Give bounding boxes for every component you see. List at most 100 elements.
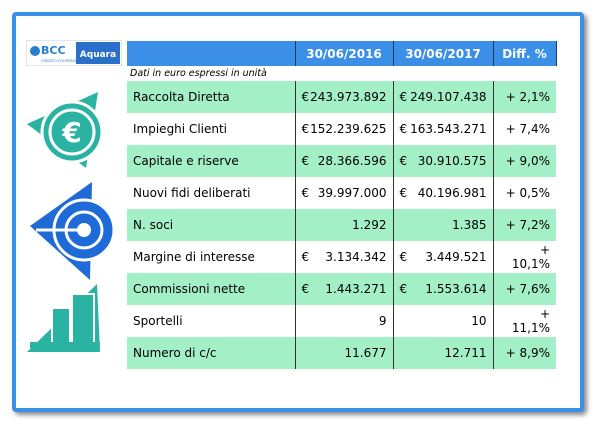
cell-content: 1.292 [302,218,387,232]
value-cell: €249.107.438 [392,81,493,113]
diff: + 10,1% [492,241,556,273]
cell-content: €30.910.575 [400,154,487,168]
table-row: Margine di interesse €3.134.342 €3.449.521… [127,241,556,273]
logo: BCC CREDITO COOPERATIVO Aquara [26,40,122,66]
value-cell: 12.711 [392,337,493,369]
value-cell: 1.385 [392,209,493,241]
amount: 30.910.575 [417,154,487,168]
currency: € [399,282,408,296]
cell-content: €163.543.271 [400,122,487,136]
logo-brand: BCC [41,44,66,57]
diff: + 7,4% [492,113,556,145]
row-label: Nuovi fidi deliberati [127,177,295,209]
amount: 249.107.438 [410,90,487,104]
value-cell: €163.543.271 [392,113,493,145]
value-cell: 10 [392,305,493,337]
currency: € [301,282,310,296]
value-cell: 1.292 [294,209,393,241]
amount: 28.366.596 [317,154,387,168]
logo-tagline: CREDITO COOPERATIVO [41,59,83,63]
amount: 10 [471,314,487,328]
cell-content: 12.711 [400,346,487,360]
cell-content: €3.449.521 [400,250,487,264]
currency: € [301,186,310,200]
diff: + 0,5% [492,177,556,209]
currency: € [399,186,408,200]
value-cell: €1.443.271 [294,273,393,305]
cell-content: €39.997.000 [302,186,387,200]
currency: € [301,154,310,168]
amount: 1.385 [452,218,487,232]
header-row: 30/06/2016 30/06/2017 Diff. % [127,41,557,66]
diff: + 11,1% [492,305,556,337]
column-header: Diff. % [493,41,557,66]
column-header: 30/06/2016 [295,41,394,66]
value-cell: €152.239.625 [294,113,393,145]
amount: 12.711 [444,346,487,360]
cell-content: 9 [302,314,387,328]
value-cell: €28.366.596 [294,145,393,177]
cell-content: 11.677 [302,346,387,360]
column-header: 30/06/2017 [393,41,494,66]
diff: + 7,6% [492,273,556,305]
value-cell: €30.910.575 [392,145,493,177]
row-label: N. soci [127,209,295,241]
value-cell: 11.677 [294,337,393,369]
row-label: Margine di interesse [127,241,295,273]
diff: + 9,0% [492,145,556,177]
logo-branch-box [76,42,120,64]
row-label: Impieghi Clienti [127,113,295,145]
currency: € [301,250,310,264]
row-label: Sportelli [127,305,295,337]
cell-content: 1.385 [400,218,487,232]
amount: 1.553.614 [425,282,487,296]
currency: € [301,122,310,136]
value-cell: €40.196.981 [392,177,493,209]
currency: € [399,90,408,104]
diff: + 2,1% [492,81,556,113]
amount: 1.443.271 [325,282,387,296]
diff: + 8,9% [492,337,556,369]
euro-icon: € [61,116,81,149]
currency: € [399,154,408,168]
cell-content: €40.196.981 [400,186,487,200]
cell-content: 10 [400,314,487,328]
amount: 9 [378,314,387,328]
table-row: Commissioni nette €1.443.271 €1.553.614 + 7… [127,273,556,305]
row-label: Raccolta Diretta [127,81,295,113]
header-empty [127,41,296,66]
amount: 152.239.625 [310,122,387,136]
value-cell: €3.134.342 [294,241,393,273]
table-row: Impieghi Clienti €152.239.625 €163.543.271… [127,113,556,145]
data-table: 30/06/2016 30/06/2017 Diff. % Dati in eu… [127,41,557,369]
amount: 40.196.981 [417,186,487,200]
table-row: N. soci 1.292 1.385 + 7,2% [127,209,556,241]
amount: 163.543.271 [410,122,487,136]
table-row: Sportelli 9 10 + 11,1% [127,305,556,337]
value-cell: 9 [294,305,393,337]
value-cell: €1.553.614 [392,273,493,305]
logo-mark [30,46,40,56]
row-label: Numero di c/c [127,337,295,369]
amount: 11.677 [344,346,387,360]
table-row: Numero di c/c 11.677 12.711 + 8,9% [127,337,556,369]
building [51,307,71,345]
row-label: Capitale e riserve [127,145,295,177]
currency: € [399,250,408,264]
diff: + 7,2% [492,209,556,241]
cell-content: €152.239.625 [302,122,387,136]
amount: 1.292 [352,218,387,232]
table-row: Capitale e riserve €28.366.596 €30.910.575… [127,145,556,177]
currency: € [301,90,310,104]
logo-branch: Aquara [80,50,116,60]
amount: 3.449.521 [425,250,487,264]
cell-content: €1.443.271 [302,282,387,296]
ground [30,342,100,348]
amount: 3.134.342 [325,250,387,264]
note-row: Dati in euro espressi in unità [127,66,556,81]
amount: 39.997.000 [317,186,387,200]
value-cell: €243.973.892 [294,81,393,113]
icons: € [27,92,116,352]
row-label: Commissioni nette [127,273,295,305]
